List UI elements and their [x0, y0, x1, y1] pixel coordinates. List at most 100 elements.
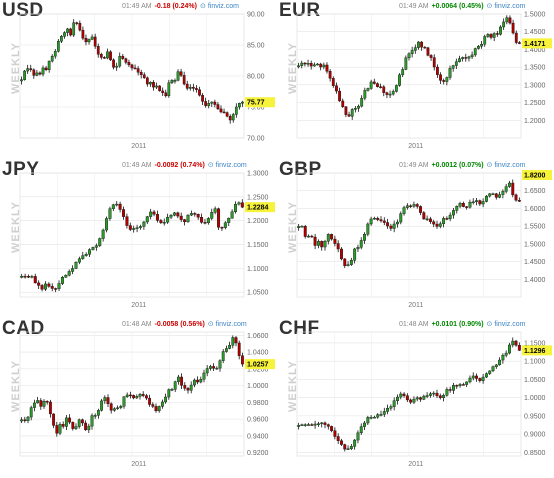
y-tick-label: 1.2000 — [247, 218, 269, 225]
candle-body — [382, 86, 386, 93]
candle-body — [230, 211, 234, 219]
candle-body — [423, 46, 427, 49]
candle-body — [369, 81, 373, 89]
candle-body — [154, 406, 158, 412]
candle-body — [396, 396, 399, 401]
candle-body — [346, 448, 350, 450]
candle-body — [492, 33, 496, 38]
candle-body — [132, 228, 136, 230]
candle-body — [74, 262, 78, 269]
x-tick-label: 2011 — [408, 461, 423, 468]
candle-body — [115, 203, 119, 206]
candle-body — [45, 401, 49, 403]
candle-body — [465, 206, 469, 208]
candle-body — [322, 64, 326, 68]
candle-body — [241, 101, 244, 104]
candle-body — [481, 376, 485, 381]
candle-body — [77, 419, 81, 427]
candle-body — [188, 86, 192, 89]
candle-body — [54, 288, 58, 290]
candle-body — [323, 241, 327, 248]
candle-body — [96, 46, 100, 55]
candle-body — [173, 381, 177, 390]
candle-body — [118, 55, 122, 67]
y-tick-label: 1.5500 — [524, 224, 546, 231]
quote-time: 01:49 AM — [122, 3, 152, 10]
candle-body — [176, 71, 180, 81]
symbol-title: CHF — [279, 318, 320, 339]
candle-body — [36, 400, 40, 404]
candle-body — [63, 32, 66, 37]
candle-body — [109, 403, 113, 411]
candle-body — [396, 221, 399, 225]
finviz-link-text[interactable]: finviz.com — [494, 3, 526, 10]
y-tick-label: 1.5000 — [524, 12, 546, 19]
candle-body — [323, 422, 327, 425]
candle-body — [300, 62, 304, 66]
candle-body — [464, 57, 468, 59]
candle-body — [96, 410, 100, 416]
candle-body — [517, 200, 521, 202]
candle-body — [53, 51, 57, 57]
candle-body — [222, 111, 226, 114]
candle-body — [141, 394, 145, 396]
candle-body — [135, 396, 139, 399]
candlestick-chart: 0.9200 0.9400 0.9600 0.9800 1.0000 1.0200 1.04… — [19, 331, 275, 468]
finviz-link[interactable]: ⊙ finviz.com — [200, 3, 239, 10]
candle-body — [189, 213, 193, 216]
candle-body — [207, 103, 211, 106]
candle-body — [217, 208, 221, 228]
candle-body — [386, 408, 390, 412]
finviz-link-text[interactable]: finviz.com — [215, 162, 247, 169]
finviz-link-text[interactable]: finviz.com — [494, 162, 526, 169]
finviz-link[interactable]: ⊙ finviz.com — [486, 162, 526, 169]
finviz-link[interactable]: ⊙ finviz.com — [207, 162, 247, 169]
finviz-link-text[interactable]: finviz.com — [494, 321, 526, 328]
y-tick-label: 1.4000 — [524, 47, 546, 54]
candle-body — [231, 337, 235, 346]
quote-header: 01:49 AM -0.0092 (0.74%) ⊙ finviz.com — [122, 161, 247, 169]
candle-body — [213, 208, 217, 213]
candle-body — [172, 212, 176, 216]
candle-body — [87, 425, 91, 431]
candle-body — [170, 389, 174, 391]
candlestick-chart: 1.0500 1.1000 1.1500 1.2000 1.2500 1.3000 2011… — [19, 171, 275, 309]
candle-body — [307, 235, 310, 238]
quote-time: 01:49 AM — [399, 162, 429, 169]
y-tick-label: 1.4500 — [524, 29, 546, 36]
candle-body — [64, 275, 68, 278]
candlestick-chart: 1.2000 1.2500 1.3000 1.3500 1.4000 1.4500 1.50… — [296, 12, 552, 150]
candle-body — [90, 415, 94, 427]
x-tick-label: 2011 — [131, 302, 146, 309]
candle-body — [343, 444, 347, 450]
candle-body — [458, 58, 461, 62]
candle-body — [180, 376, 184, 386]
candle-body — [77, 258, 81, 263]
candle-body — [372, 81, 376, 84]
candle-body — [106, 397, 110, 404]
candle-body — [445, 218, 449, 220]
candle-body — [71, 421, 75, 429]
finviz-link[interactable]: ⊙ finviz.com — [207, 321, 247, 328]
candle-body — [167, 82, 171, 97]
candle-body — [56, 41, 60, 52]
candle-body — [41, 67, 45, 75]
candle-body — [57, 283, 61, 289]
candle-body — [71, 268, 75, 272]
candle-body — [20, 419, 24, 422]
candle-body — [445, 389, 449, 396]
y-tick-label: 0.9000 — [524, 432, 546, 439]
candle-body — [240, 355, 244, 365]
candle-body — [228, 345, 232, 349]
candle-body — [357, 105, 360, 109]
finviz-link[interactable]: ⊙ finviz.com — [486, 3, 526, 10]
candle-body — [309, 63, 313, 67]
candle-body — [200, 217, 204, 223]
quote-time: 01:49 AM — [122, 162, 152, 169]
candle-body — [221, 351, 225, 361]
finviz-link[interactable]: ⊙ finviz.com — [486, 321, 526, 328]
price-change: -0.0092 (0.74%) — [154, 162, 205, 169]
finviz-link-text[interactable]: finviz.com — [207, 3, 239, 10]
finviz-link-text[interactable]: finviz.com — [215, 321, 247, 328]
candle-body — [326, 234, 330, 242]
